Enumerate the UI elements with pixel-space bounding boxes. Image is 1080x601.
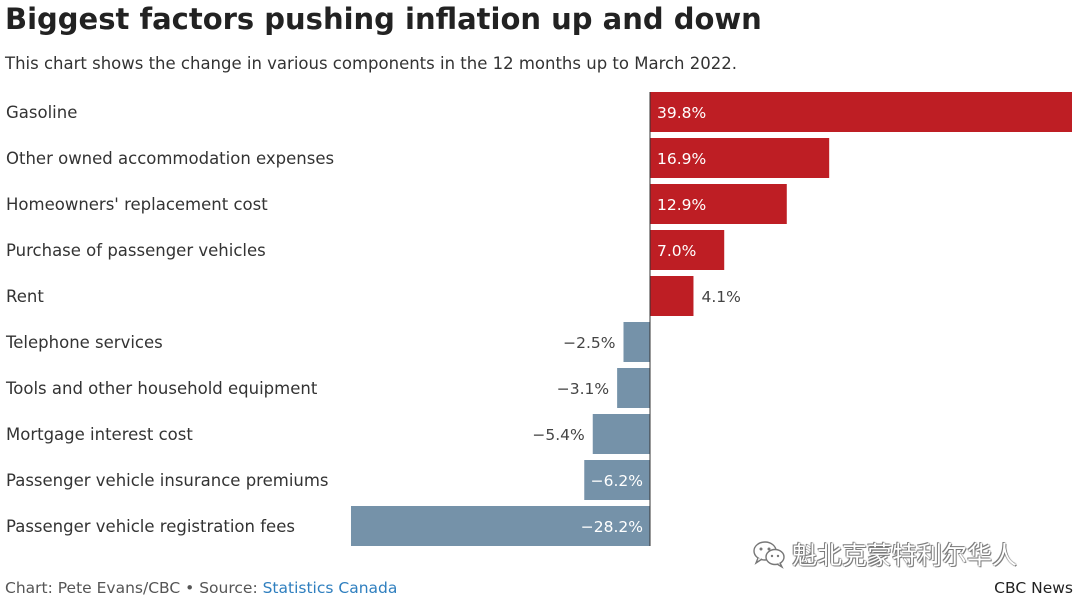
bar [350, 506, 650, 546]
value-label: 7.0% [657, 242, 696, 260]
source-link[interactable]: Statistics Canada [262, 579, 398, 597]
bar [617, 368, 650, 408]
category-label: Rent [6, 287, 44, 306]
value-label: −2.5% [563, 334, 615, 352]
category-label: Passenger vehicle insurance premiums [6, 471, 329, 490]
category-label: Passenger vehicle registration fees [6, 517, 295, 536]
bar [650, 138, 830, 178]
category-label: Mortgage interest cost [6, 425, 193, 444]
bar [584, 460, 650, 500]
watermark: 魁北克蒙特利尔华人 [752, 536, 1052, 572]
wechat-icon [753, 541, 785, 569]
value-label: −6.2% [591, 472, 643, 490]
category-label: Telephone services [5, 333, 163, 352]
bar [592, 414, 650, 454]
bar [650, 276, 694, 316]
chart-subtitle: This chart shows the change in various c… [5, 54, 737, 73]
value-label: −28.2% [581, 518, 643, 536]
category-label: Purchase of passenger vehicles [6, 241, 266, 260]
value-label: 4.1% [701, 288, 740, 306]
chart-credit: Chart: Pete Evans/CBC • Source: Statisti… [5, 579, 397, 597]
category-label: Tools and other household equipment [5, 379, 318, 398]
bar [623, 322, 650, 362]
bar [650, 230, 725, 270]
brand-label: CBC News [994, 579, 1073, 597]
bar [650, 92, 1072, 132]
watermark-text: 魁北克蒙特利尔华人 [792, 541, 1018, 570]
credit-text: Chart: Pete Evans/CBC • Source: [5, 579, 263, 597]
value-label: 16.9% [657, 150, 706, 168]
value-label: 39.8% [657, 104, 706, 122]
value-label: 12.9% [657, 196, 706, 214]
chart-title: Biggest factors pushing inflation up and… [5, 2, 762, 36]
category-label: Other owned accommodation expenses [6, 149, 334, 168]
category-label: Gasoline [6, 103, 77, 122]
value-label: −5.4% [532, 426, 584, 444]
category-label: Homeowners' replacement cost [6, 195, 268, 214]
value-label: −3.1% [557, 380, 609, 398]
bar [650, 184, 787, 224]
